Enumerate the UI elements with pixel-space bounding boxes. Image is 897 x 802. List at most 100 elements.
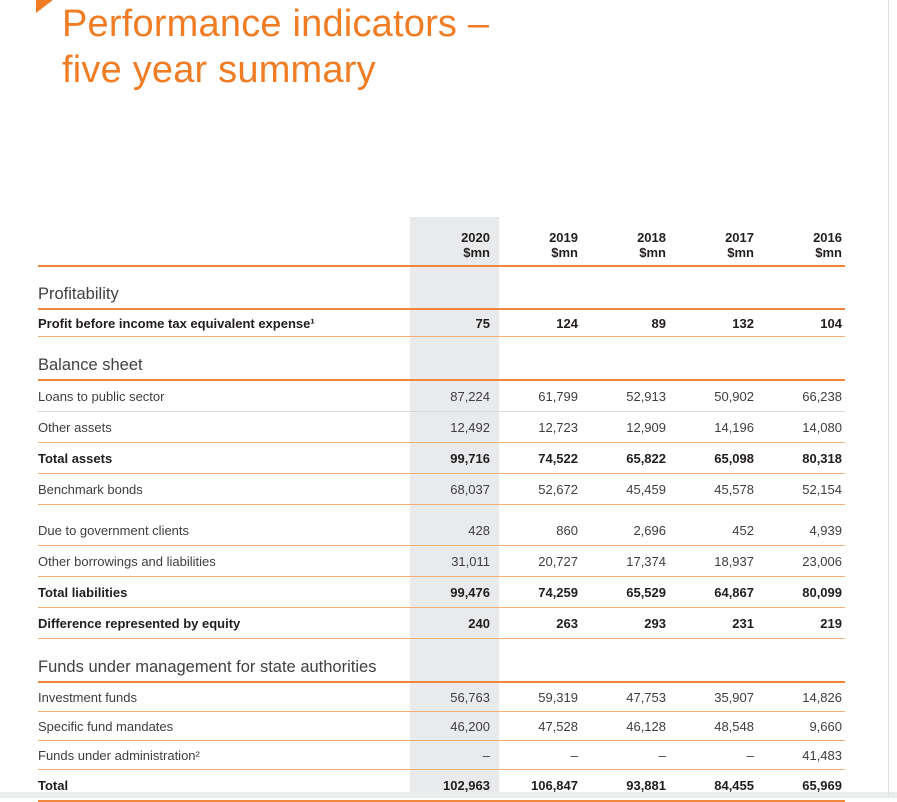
table-row: Total 102,963 106,847 93,881 84,455 65,969 bbox=[38, 770, 845, 802]
row-value: 64,867 bbox=[714, 584, 754, 600]
row-value: 102,963 bbox=[443, 777, 490, 793]
row-value: 18,937 bbox=[714, 553, 754, 569]
row-value: 106,847 bbox=[531, 777, 578, 793]
column-unit: $mn bbox=[727, 245, 754, 260]
title-line-1: Performance indicators – bbox=[62, 3, 490, 45]
row-value: 89 bbox=[651, 315, 666, 331]
row-value: 65,822 bbox=[626, 450, 666, 466]
row-value: 45,578 bbox=[714, 481, 754, 497]
section-heading: Balance sheet bbox=[38, 337, 845, 381]
table-row: Other assets 12,492 12,723 12,909 14,196 14,0… bbox=[38, 412, 845, 443]
row-value: 65,969 bbox=[802, 777, 842, 793]
table-row: Total assets 99,716 74,522 65,822 65,098 80,3… bbox=[38, 443, 845, 474]
row-value: 46,128 bbox=[626, 718, 666, 734]
row-label: Other assets bbox=[38, 419, 112, 435]
row-value: 74,522 bbox=[538, 450, 578, 466]
table-row: Total liabilities 99,476 74,259 65,529 64,86… bbox=[38, 577, 845, 608]
row-value: 263 bbox=[556, 615, 578, 631]
table-row: Benchmark bonds 68,037 52,672 45,459 45,578 5… bbox=[38, 474, 845, 505]
row-value: 12,492 bbox=[450, 419, 490, 435]
row-label: Investment funds bbox=[38, 689, 137, 705]
header-spacer bbox=[38, 230, 402, 265]
row-label: Loans to public sector bbox=[38, 388, 165, 404]
column-year: 2017 bbox=[725, 230, 754, 245]
row-value: 59,319 bbox=[538, 689, 578, 705]
table-row: Loans to public sector 87,224 61,799 52,913… bbox=[38, 381, 845, 412]
column-year: 2019 bbox=[549, 230, 578, 245]
table-row: Specific fund mandates 46,200 47,528 46,128… bbox=[38, 712, 845, 741]
row-value: 219 bbox=[820, 615, 842, 631]
page-title: Performance indicators – five year summar… bbox=[62, 1, 489, 93]
table-row: Due to government clients 428 860 2,696 452 4… bbox=[38, 515, 845, 546]
row-label: Difference represented by equity bbox=[38, 615, 241, 631]
row-value: 428 bbox=[468, 522, 490, 538]
row-value: 84,455 bbox=[714, 777, 754, 793]
row-value: 47,528 bbox=[538, 718, 578, 734]
row-value: 80,318 bbox=[802, 450, 842, 466]
row-value: 12,909 bbox=[626, 419, 666, 435]
row-value: 99,716 bbox=[450, 450, 490, 466]
row-value: 31,011 bbox=[451, 553, 490, 569]
row-value: 2,696 bbox=[633, 522, 666, 538]
row-value: 66,238 bbox=[802, 388, 842, 404]
row-value: 860 bbox=[556, 522, 578, 538]
five-year-table: 2020 $mn 2019 $mn 2018 $mn 2017 $mn 2016 $mn Prof… bbox=[38, 215, 845, 802]
row-value: – bbox=[746, 747, 754, 763]
column-unit: $mn bbox=[551, 245, 578, 260]
row-value: 65,529 bbox=[626, 584, 666, 600]
row-value: 52,672 bbox=[538, 481, 578, 497]
section-heading: Profitability bbox=[38, 267, 845, 310]
row-value: – bbox=[482, 747, 490, 763]
table-section: Funds under management for state authori… bbox=[38, 639, 845, 802]
table-row: Difference represented by equity 240 263 29… bbox=[38, 608, 845, 639]
row-value: 4,939 bbox=[809, 522, 842, 538]
row-value: 80,099 bbox=[802, 584, 842, 600]
corner-triangle-icon bbox=[36, 0, 53, 13]
row-value: 52,913 bbox=[626, 388, 666, 404]
row-value: 20,727 bbox=[538, 553, 578, 569]
table-row: Other borrowings and liabilities 31,011 20… bbox=[38, 546, 845, 577]
row-value: 56,763 bbox=[450, 689, 490, 705]
row-label: Specific fund mandates bbox=[38, 718, 174, 734]
row-label: Profit before income tax equivalent expe… bbox=[38, 315, 315, 331]
row-value: 52,154 bbox=[802, 481, 842, 497]
row-value: 231 bbox=[732, 615, 754, 631]
row-value: 104 bbox=[820, 315, 842, 331]
row-value: 68,037 bbox=[450, 481, 490, 497]
row-value: 240 bbox=[468, 615, 490, 631]
table-header: 2020 $mn 2019 $mn 2018 $mn 2017 $mn 2016 $mn bbox=[38, 215, 845, 267]
column-header: 2019 $mn bbox=[490, 230, 578, 265]
column-unit: $mn bbox=[639, 245, 666, 260]
column-year: 2020 bbox=[461, 230, 490, 245]
row-value: 14,080 bbox=[802, 419, 842, 435]
row-value: 65,098 bbox=[714, 450, 754, 466]
row-value: 35,907 bbox=[714, 689, 754, 705]
row-value: 45,459 bbox=[626, 481, 666, 497]
title-line-2: five year summary bbox=[62, 49, 376, 91]
row-value: 9,660 bbox=[809, 718, 842, 734]
row-value: 46,200 bbox=[450, 718, 490, 734]
column-header: 2017 $mn bbox=[666, 230, 754, 265]
table-sections: Profitability Profit before income tax eq… bbox=[38, 267, 845, 802]
row-value: 124 bbox=[556, 315, 578, 331]
row-value: 41,483 bbox=[802, 747, 842, 763]
column-year: 2018 bbox=[637, 230, 666, 245]
row-label: Funds under administration² bbox=[38, 747, 200, 763]
row-value: 50,902 bbox=[714, 388, 754, 404]
table-section: Profitability Profit before income tax eq… bbox=[38, 267, 845, 337]
row-label: Other borrowings and liabilities bbox=[38, 553, 216, 569]
row-value: 61,799 bbox=[538, 388, 578, 404]
row-value: 293 bbox=[644, 615, 666, 631]
column-year: 2016 bbox=[813, 230, 842, 245]
row-value: 132 bbox=[732, 315, 754, 331]
row-value: 452 bbox=[732, 522, 754, 538]
row-label: Total liabilities bbox=[38, 584, 128, 600]
column-header: 2016 $mn bbox=[754, 230, 842, 265]
row-value: 74,259 bbox=[538, 584, 578, 600]
table-row: Profit before income tax equivalent expe… bbox=[38, 310, 845, 337]
bottom-edge-strip bbox=[0, 792, 897, 798]
table-row: Investment funds 56,763 59,319 47,753 35,907… bbox=[38, 683, 845, 712]
row-value: 12,723 bbox=[538, 419, 578, 435]
row-label: Benchmark bonds bbox=[38, 481, 143, 497]
